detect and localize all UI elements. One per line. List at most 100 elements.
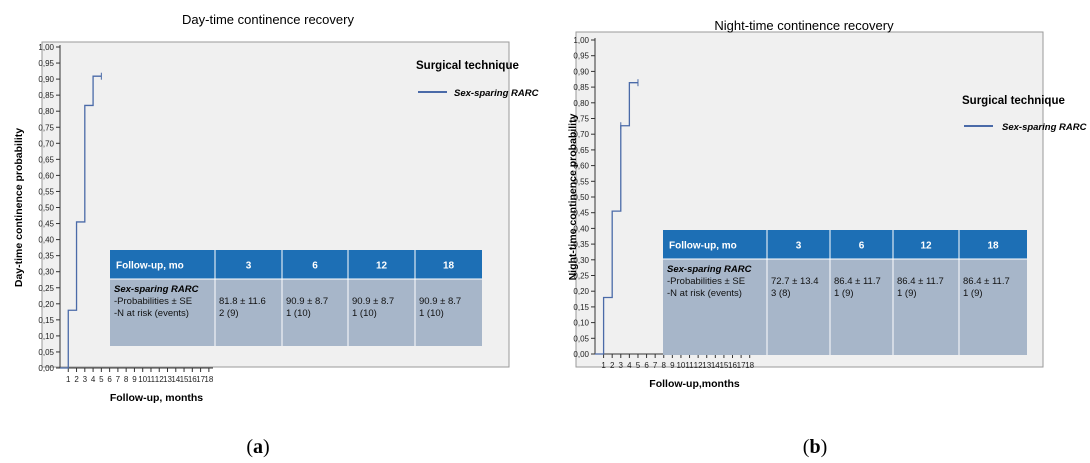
table-cell-at-risk: 1 (9) xyxy=(963,288,983,299)
panel-caption: (b) xyxy=(803,436,827,458)
x-tick-label: 14 xyxy=(171,375,180,384)
table-cell-probability: 90.9 ± 8.7 xyxy=(419,296,461,307)
x-tick-label: 3 xyxy=(83,375,88,384)
panel-caption-letter: a xyxy=(253,436,263,458)
y-tick-label: 0,05 xyxy=(573,334,589,343)
y-tick-label: 0,05 xyxy=(38,348,54,357)
x-tick-label: 17 xyxy=(737,361,746,370)
y-tick-label: 0,75 xyxy=(38,123,54,132)
x-tick-label: 10 xyxy=(676,361,685,370)
y-tick-label: 0,10 xyxy=(38,332,54,341)
x-tick-label: 18 xyxy=(745,361,754,370)
x-tick-label: 15 xyxy=(719,361,728,370)
y-tick-label: 1,00 xyxy=(38,43,54,52)
y-tick-label: 0,50 xyxy=(573,193,589,202)
y-tick-label: 0,55 xyxy=(38,187,54,196)
table-cell-probability: 81.8 ± 11.6 xyxy=(219,296,266,307)
y-tick-label: 0,00 xyxy=(573,350,589,359)
y-tick-label: 0,75 xyxy=(573,115,589,124)
y-tick-label: 0,30 xyxy=(573,256,589,265)
table-header-cell: Follow-up, mo xyxy=(669,241,737,252)
y-tick-label: 0,35 xyxy=(573,240,589,249)
x-tick-label: 15 xyxy=(180,375,189,384)
table-cell-probability: 90.9 ± 8.7 xyxy=(352,296,394,307)
x-tick-label: 12 xyxy=(694,361,703,370)
table-cell-probability: 86.4 ± 11.7 xyxy=(897,276,944,287)
table-group-label: Sex-sparing RARC xyxy=(114,284,199,295)
y-tick-label: 0,25 xyxy=(573,272,589,281)
x-tick-label: 2 xyxy=(74,375,79,384)
x-tick-label: 13 xyxy=(163,375,172,384)
y-tick-label: 0,85 xyxy=(573,83,589,92)
x-tick-label: 7 xyxy=(116,375,121,384)
y-tick-label: 0,70 xyxy=(573,130,589,139)
x-tick-label: 3 xyxy=(619,361,624,370)
table-cell-probability: 72.7 ± 13.4 xyxy=(771,276,818,287)
y-tick-label: 0,40 xyxy=(38,236,54,245)
y-axis-label: Day-time continence probability xyxy=(13,128,25,287)
y-tick-label: 1,00 xyxy=(573,36,589,45)
x-tick-label: 11 xyxy=(147,375,156,384)
x-tick-label: 13 xyxy=(702,361,711,370)
series-line-sex-sparing-rarc xyxy=(595,82,638,355)
chart-title: Day-time continence recovery xyxy=(182,12,354,27)
table-header-bg xyxy=(110,250,482,279)
table-cell-probability: 86.4 ± 11.7 xyxy=(834,276,881,287)
table-cell-at-risk: 2 (9) xyxy=(219,308,239,319)
panel-caption: (a) xyxy=(246,436,269,458)
table-header-cell: 6 xyxy=(859,241,865,252)
x-axis-label: Follow-up,months xyxy=(649,378,740,390)
y-tick-label: 0,60 xyxy=(573,162,589,171)
y-tick-label: 0,65 xyxy=(38,155,54,164)
x-tick-label: 6 xyxy=(644,361,649,370)
x-axis-label: Follow-up, months xyxy=(110,392,203,404)
x-tick-label: 2 xyxy=(610,361,615,370)
x-tick-label: 9 xyxy=(132,375,137,384)
table-cell-at-risk: 1 (10) xyxy=(286,308,311,319)
table-body-bg xyxy=(110,279,482,346)
y-tick-label: 0,95 xyxy=(38,59,54,68)
y-tick-label: 0,90 xyxy=(573,67,589,76)
y-tick-label: 0,90 xyxy=(38,75,54,84)
table-header-cell: 12 xyxy=(376,261,388,272)
y-tick-label: 0,30 xyxy=(38,268,54,277)
y-tick-label: 0,50 xyxy=(38,204,54,213)
table-row-label: -N at risk (events) xyxy=(114,308,189,319)
y-tick-label: 0,55 xyxy=(573,177,589,186)
y-tick-label: 0,25 xyxy=(38,284,54,293)
y-tick-label: 0,45 xyxy=(38,220,54,229)
x-tick-label: 8 xyxy=(124,375,129,384)
y-tick-label: 0,15 xyxy=(38,316,54,325)
table-cell-at-risk: 1 (10) xyxy=(352,308,377,319)
table-cell-at-risk: 3 (8) xyxy=(771,288,791,299)
x-tick-label: 18 xyxy=(204,375,213,384)
table-row-label: -N at risk (events) xyxy=(667,288,742,299)
table-cell-probability: 86.4 ± 11.7 xyxy=(963,276,1010,287)
y-tick-label: 0,20 xyxy=(573,287,589,296)
x-tick-label: 5 xyxy=(99,375,104,384)
y-tick-label: 0,70 xyxy=(38,139,54,148)
table-header-cell: 3 xyxy=(246,261,252,272)
legend-item: Sex-sparing RARC xyxy=(1002,122,1087,133)
panel-caption-letter: b xyxy=(809,436,820,458)
table-cell-probability: 90.9 ± 8.7 xyxy=(286,296,328,307)
chart-a: 0,00 0,05 0,10 0,15 0,20 0,25 0,30 0,35 0,40 0,45… xyxy=(13,12,539,458)
table-row-label: -Probabilities ± SE xyxy=(114,296,192,307)
chart-b: 0,00 0,05 0,10 0,15 0,20 0,25 0,30 0,35 0,40 0,45… xyxy=(567,18,1087,458)
x-tick-label: 1 xyxy=(66,375,71,384)
table-header-cell: 12 xyxy=(920,241,932,252)
table-header-bg xyxy=(663,230,1027,259)
table-header-cell: 18 xyxy=(443,261,455,272)
y-tick-label: 0,60 xyxy=(38,171,54,180)
y-tick-label: 0,35 xyxy=(38,252,54,261)
y-tick-label: 0,00 xyxy=(38,364,54,373)
x-tick-label: 10 xyxy=(138,375,147,384)
x-tick-label: 16 xyxy=(188,375,197,384)
table-group-label: Sex-sparing RARC xyxy=(667,264,752,275)
y-axis-label: Night-time continence probability xyxy=(567,113,579,280)
table-row-label: -Probabilities ± SE xyxy=(667,276,745,287)
x-tick-label: 9 xyxy=(670,361,675,370)
x-tick-label: 12 xyxy=(155,375,164,384)
x-tick-label: 11 xyxy=(685,361,694,370)
